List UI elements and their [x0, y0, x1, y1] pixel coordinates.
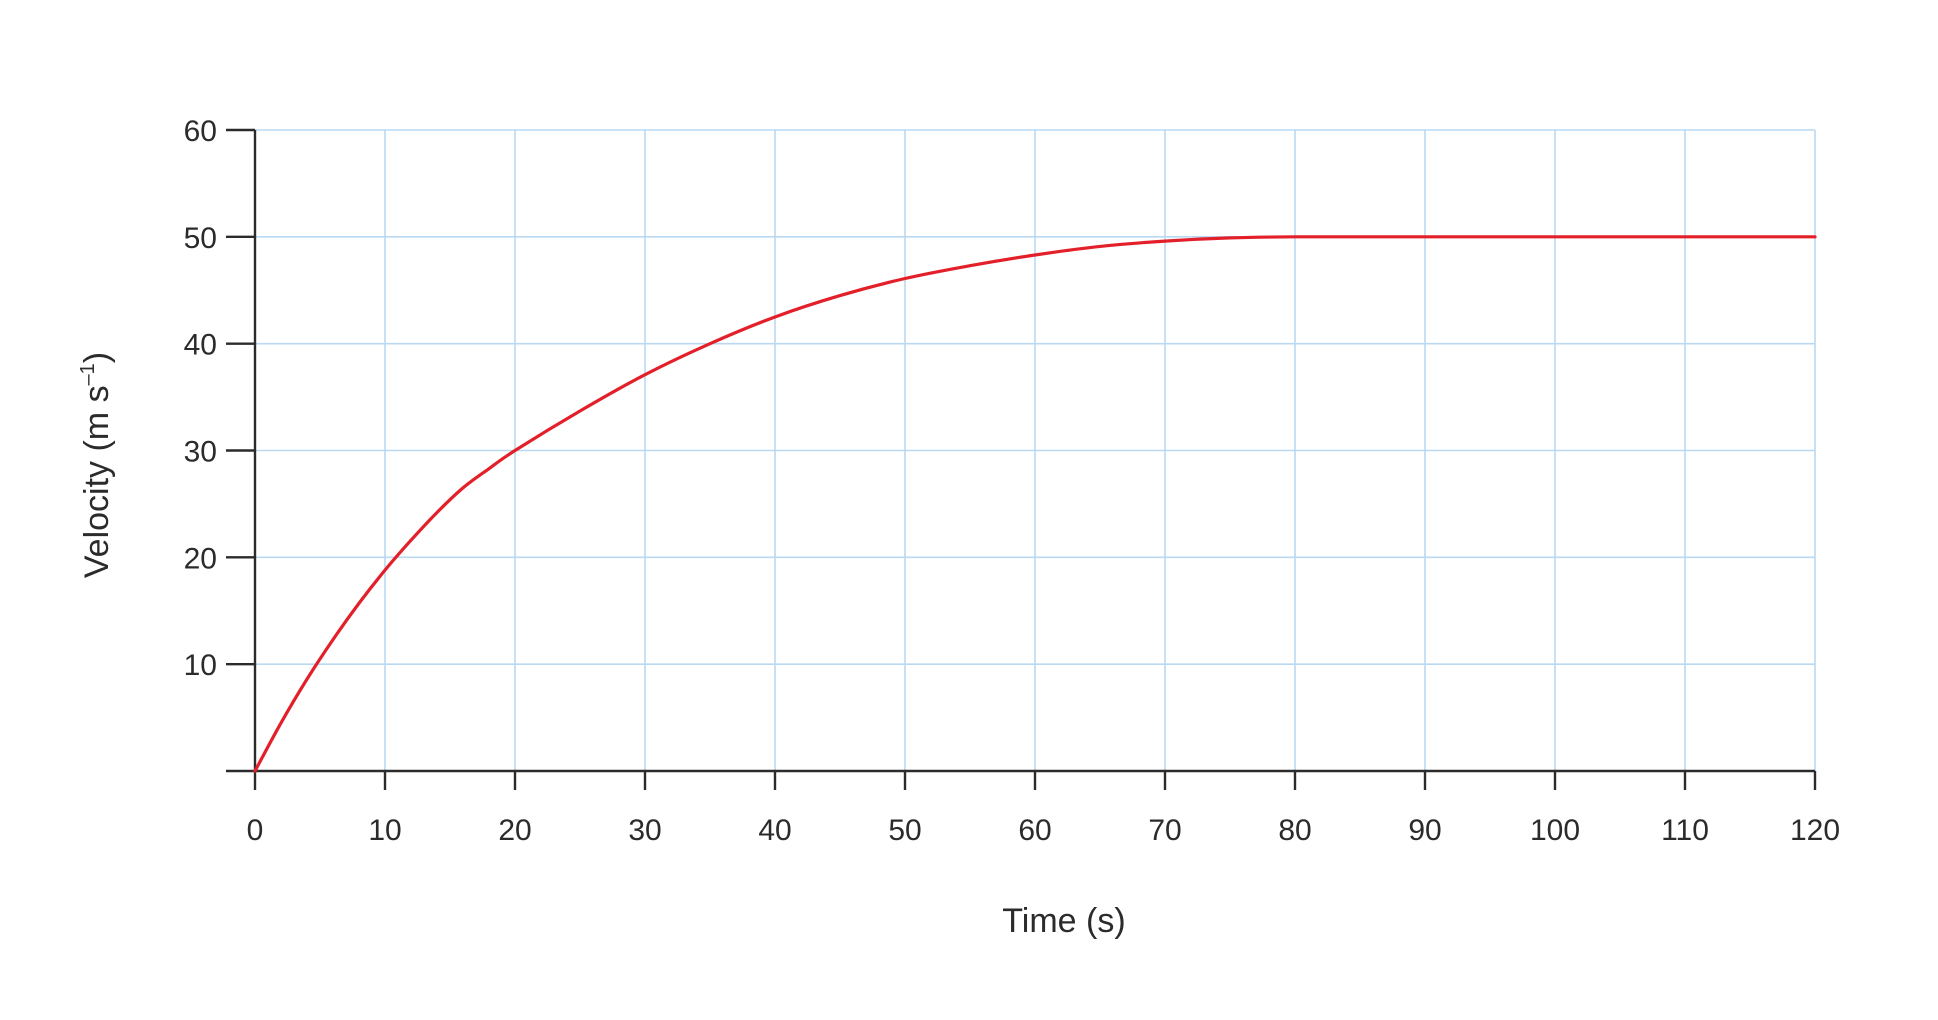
- x-tick-label: 90: [1408, 814, 1441, 847]
- y-tick-label: 50: [184, 222, 217, 255]
- x-tick-label: 70: [1148, 814, 1181, 847]
- x-tick-label: 80: [1278, 814, 1311, 847]
- y-tick-label: 30: [184, 436, 217, 469]
- y-tick-label: 40: [184, 329, 217, 362]
- x-tick-label: 100: [1530, 814, 1580, 847]
- x-tick-label: 10: [368, 814, 401, 847]
- x-tick-label: 110: [1661, 814, 1709, 847]
- x-tick-label: 20: [498, 814, 531, 847]
- series-layer: [253, 235, 1817, 773]
- y-axis-label: Velocity (m s–1): [77, 352, 116, 578]
- y-tick-label: 10: [184, 649, 217, 682]
- x-tick-label: 30: [628, 814, 661, 847]
- x-tick-label: 120: [1790, 814, 1840, 847]
- axes: [226, 128, 1817, 790]
- y-tick-label: 60: [184, 115, 217, 148]
- x-axis-label: Time (s): [1002, 902, 1125, 940]
- grid: [255, 129, 1816, 771]
- y-axis-label-superscript: –1: [77, 363, 99, 385]
- y-tick-label: 20: [184, 542, 217, 575]
- y-axis-label-main: Velocity (m s: [78, 385, 116, 578]
- x-tick-label: 0: [247, 814, 264, 847]
- velocity-series-line: [253, 235, 1817, 773]
- x-tick-label: 50: [888, 814, 921, 847]
- y-axis-label-close: ): [78, 352, 116, 363]
- x-tick-label: 40: [758, 814, 791, 847]
- tick-labels: 10 20 30 40 50 60 0 10 20 30 40 50 60 70 80 90 100 110 120: [184, 115, 1840, 847]
- x-tick-label: 60: [1018, 814, 1051, 847]
